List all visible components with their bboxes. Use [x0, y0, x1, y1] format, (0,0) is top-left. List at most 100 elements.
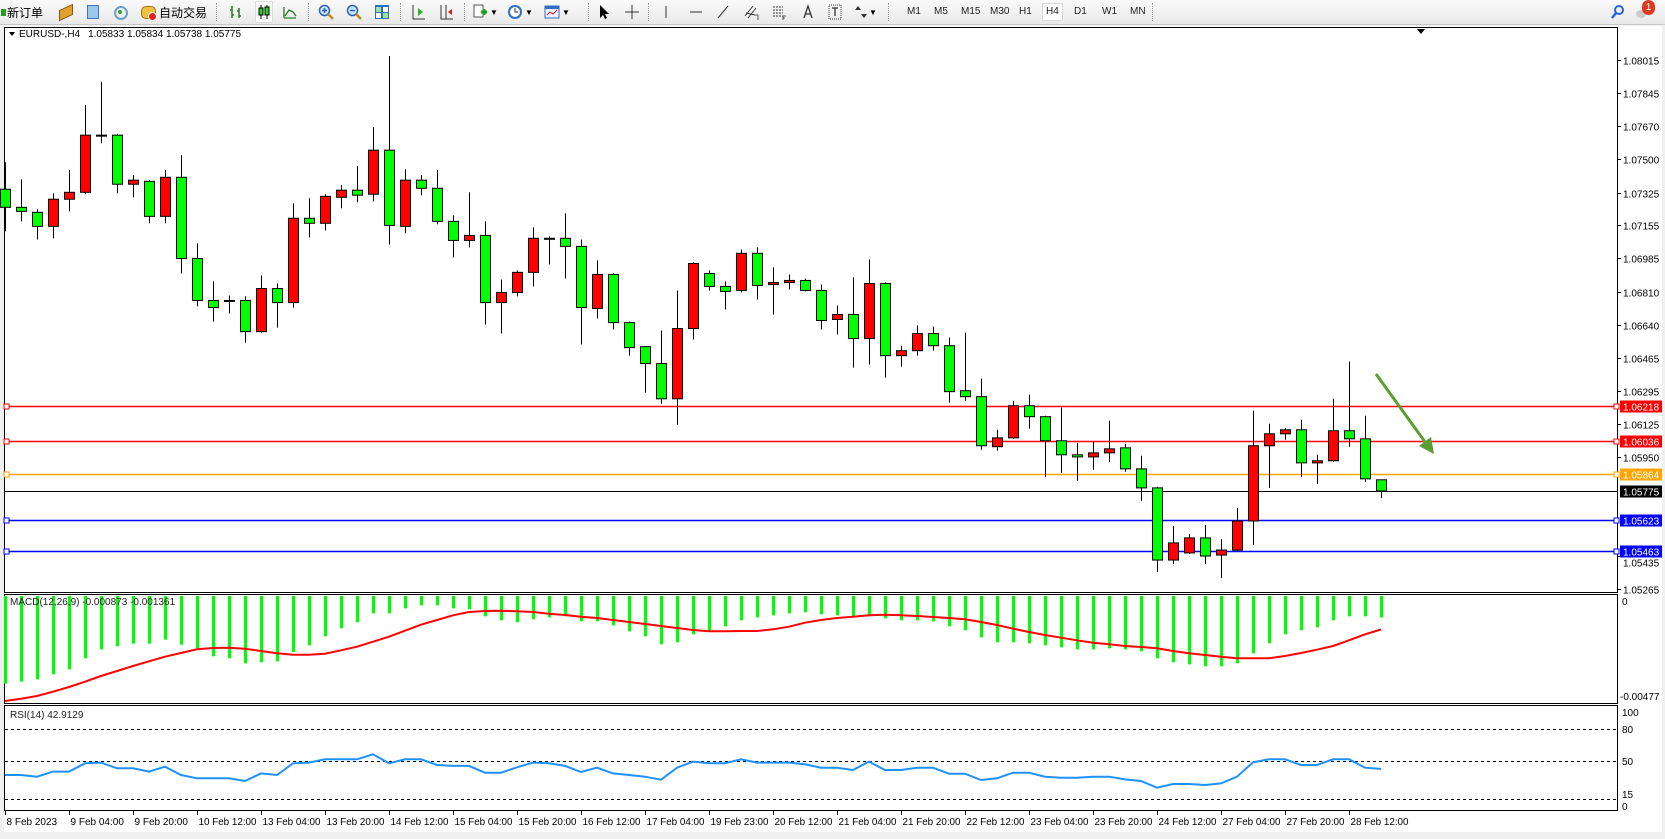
- macd-histogram-bar: [644, 596, 647, 637]
- candle: [160, 170, 171, 224]
- vertical-line-button[interactable]: [658, 2, 674, 22]
- candle-body: [304, 217, 315, 224]
- text-label-button[interactable]: [827, 2, 843, 22]
- line-handle-left[interactable]: [3, 548, 10, 555]
- macd-panel: 0 -0.00477: [4, 596, 1660, 703]
- cursor-button[interactable]: [596, 2, 612, 22]
- periods-button[interactable]: ▼: [507, 2, 533, 22]
- panel-frames: [4, 27, 1618, 811]
- new-order-button[interactable]: 新订单: [1, 2, 43, 22]
- candle: [1008, 400, 1019, 439]
- time-axis-label: 17 Feb 04:00: [647, 817, 705, 828]
- candle: [608, 273, 619, 330]
- navigator-button[interactable]: [84, 2, 100, 22]
- candle: [336, 185, 347, 209]
- macd-histogram-bar: [20, 596, 23, 682]
- text-button[interactable]: [800, 2, 816, 22]
- crosshair-button[interactable]: [624, 2, 640, 22]
- candle-body: [1264, 433, 1275, 447]
- chart-window[interactable]: [4, 26, 1662, 832]
- notification-icon: [1636, 4, 1652, 20]
- toolbar-separator: [888, 3, 889, 21]
- equidistant-channel-button[interactable]: [743, 2, 759, 22]
- candle-body: [960, 390, 971, 398]
- trendline-button[interactable]: [715, 2, 731, 22]
- dropdown-arrow-icon[interactable]: ▼: [869, 7, 877, 17]
- templates-button[interactable]: ▼: [544, 2, 570, 22]
- timeframe-h4[interactable]: H4: [1042, 3, 1063, 21]
- zoom-out-button[interactable]: [346, 2, 362, 22]
- dropdown-arrow-icon[interactable]: ▼: [562, 7, 570, 17]
- timeframe-m30[interactable]: M30: [990, 6, 1010, 17]
- macd-histogram-bar: [1012, 596, 1015, 643]
- candle-body: [816, 289, 827, 321]
- timeframe-h1[interactable]: H1: [1019, 6, 1032, 17]
- price-tag-label: 1.05463: [1623, 548, 1660, 559]
- auto-trading-button[interactable]: 自动交易: [140, 2, 207, 22]
- candle: [0, 162, 11, 232]
- search-button[interactable]: [1610, 2, 1626, 22]
- line-handle-left[interactable]: [3, 403, 10, 410]
- fibonacci-button[interactable]: [771, 2, 787, 22]
- macd-histogram-bar: [1268, 596, 1271, 644]
- notification-button[interactable]: 1: [1636, 0, 1655, 22]
- line-handle-right[interactable]: [1613, 471, 1620, 478]
- candle: [848, 277, 859, 368]
- candle: [1040, 415, 1051, 477]
- chart-shift-marker-icon[interactable]: [1417, 29, 1425, 34]
- price-tag: [1620, 514, 1662, 527]
- zoom-in-button[interactable]: [318, 2, 334, 22]
- line-handle-left[interactable]: [3, 438, 10, 445]
- macd-histogram-bar: [1108, 596, 1111, 649]
- line-chart-button[interactable]: [282, 2, 298, 22]
- macd-histogram-bar: [868, 596, 871, 615]
- line-handle-left[interactable]: [3, 517, 10, 524]
- indicators-button[interactable]: ▼: [472, 2, 498, 22]
- line-handle-right[interactable]: [1613, 403, 1620, 410]
- candle-body: [288, 217, 299, 304]
- bar-chart-button[interactable]: [228, 2, 244, 22]
- candle-body: [208, 299, 219, 309]
- candle: [144, 180, 155, 224]
- candle: [1344, 361, 1355, 447]
- candle: [1296, 419, 1307, 477]
- candle-body: [1248, 445, 1259, 522]
- candle-body: [176, 176, 187, 260]
- auto-scroll-button[interactable]: [410, 2, 426, 22]
- green-arrow-annotation[interactable]: [1374, 373, 1434, 454]
- candle-body: [464, 234, 475, 241]
- candle: [400, 169, 411, 234]
- line-handle-left[interactable]: [3, 471, 10, 478]
- line-handle-right[interactable]: [1613, 548, 1620, 555]
- arrow-head: [1419, 437, 1434, 454]
- timeframe-m5[interactable]: M5: [934, 6, 948, 17]
- timeframe-m1[interactable]: M1: [907, 6, 921, 17]
- horizontal-line-button[interactable]: [688, 2, 704, 22]
- dropdown-arrow-icon[interactable]: ▼: [490, 7, 498, 17]
- timeframe-mn[interactable]: MN: [1130, 6, 1146, 17]
- price-axis-label: 1.06985: [1623, 255, 1660, 266]
- tile-windows-button[interactable]: [374, 2, 390, 22]
- macd-histogram-bar: [388, 596, 391, 614]
- line-handle-right[interactable]: [1613, 438, 1620, 445]
- chart-shift-button[interactable]: [438, 2, 454, 22]
- time-axis-label: 15 Feb 04:00: [455, 817, 513, 828]
- signals-button[interactable]: [112, 2, 128, 22]
- line-handle-right[interactable]: [1613, 517, 1620, 524]
- dropdown-arrow-icon[interactable]: ▼: [525, 7, 533, 17]
- arrows-button[interactable]: ▼: [853, 2, 877, 22]
- symbol-menu-triangle-icon[interactable]: [9, 32, 15, 36]
- timeframe-m15[interactable]: M15: [961, 6, 981, 17]
- rsi-line: [5, 753, 1382, 789]
- timeframe-d1[interactable]: D1: [1074, 6, 1087, 17]
- rsi-axis-label: 50: [1622, 757, 1634, 768]
- time-axis-label: 13 Feb 20:00: [327, 817, 385, 828]
- candle: [1136, 455, 1147, 501]
- price-axis-label: 1.06810: [1623, 289, 1660, 300]
- candle-body: [544, 237, 555, 240]
- macd-histogram-bar: [84, 596, 87, 659]
- candle: [1264, 423, 1275, 488]
- candlestick-button[interactable]: [255, 1, 273, 23]
- timeframe-w1[interactable]: W1: [1102, 6, 1117, 17]
